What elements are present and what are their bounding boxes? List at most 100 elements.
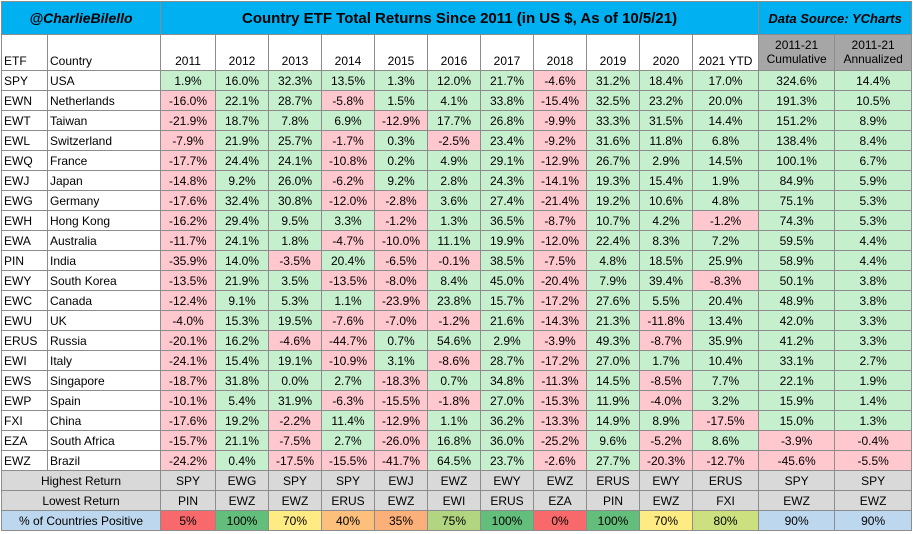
return-cell: 13.4% (691, 310, 760, 331)
ticker-cell: EWZ (268, 490, 322, 511)
return-cell: -1.2% (427, 310, 481, 331)
return-cell: 23.7% (480, 450, 534, 471)
return-cell: -2.8% (374, 190, 428, 211)
return-cell: 19.3% (586, 170, 640, 191)
return-cell: 4.1% (427, 90, 481, 111)
return-cell: -20.4% (533, 270, 587, 291)
return-cell: 11.1% (427, 230, 481, 251)
return-cell: 11.4% (321, 410, 375, 431)
cumulative-cell: 58.9% (758, 250, 836, 271)
annualized-cell: 8.9% (834, 110, 913, 131)
table-row: EWY South Korea -13.5% 21.9% 3.5% -13.5% -8.0%… (1, 270, 913, 291)
return-cell: 4.8% (691, 190, 760, 211)
annualized-cell: 8.4% (834, 130, 913, 151)
return-cell: 35.9% (691, 330, 760, 351)
cumulative-cell: 324.6% (758, 70, 836, 91)
return-cell: 36.2% (480, 410, 534, 431)
return-cell: -1.2% (374, 210, 428, 231)
return-cell: -8.5% (639, 370, 693, 391)
etf-ticker: EWC (1, 290, 48, 311)
country-name: Japan (47, 170, 161, 191)
table-row: EWI Italy -24.1% 15.4% 19.1% -10.9% 3.1% -8.6% 2… (1, 350, 913, 371)
return-cell: 1.3% (374, 70, 428, 91)
return-cell: 22.4% (586, 230, 640, 251)
ticker-cell: EWZ (374, 490, 428, 511)
table-row: ERUS Russia -20.1% 16.2% -4.6% -44.7% 0.7% 54.6… (1, 330, 913, 351)
cumulative-cell: 15.0% (758, 410, 836, 431)
return-cell: -13.5% (160, 270, 216, 291)
country-name: Taiwan (47, 110, 161, 131)
return-cell: 27.4% (480, 190, 534, 211)
return-cell: 17.0% (691, 70, 760, 91)
return-cell: 9.2% (215, 170, 269, 191)
return-cell: 2.9% (480, 330, 534, 351)
column-header-year: 2016 (427, 34, 481, 71)
return-cell: 27.0% (586, 350, 640, 371)
return-cell: -4.6% (268, 330, 322, 351)
return-cell: 13.5% (321, 70, 375, 91)
return-cell: 31.9% (268, 390, 322, 411)
return-cell: 4.8% (586, 250, 640, 271)
ticker-cell: PIN (160, 490, 216, 511)
percent-cell: 5% (160, 510, 216, 531)
return-cell: 14.9% (586, 410, 640, 431)
etf-ticker: EWN (1, 90, 48, 111)
annualized-cell: 3.3% (834, 330, 913, 351)
return-cell: 1.9% (691, 170, 760, 191)
return-cell: -15.3% (533, 390, 587, 411)
return-cell: 21.6% (480, 310, 534, 331)
annualized-cell: -5.5% (834, 450, 913, 471)
return-cell: 0.0% (268, 370, 322, 391)
return-cell: 64.5% (427, 450, 481, 471)
return-cell: 27.0% (480, 390, 534, 411)
annualized-cell: 6.7% (834, 150, 913, 171)
return-cell: -12.9% (374, 410, 428, 431)
return-cell: 18.4% (639, 70, 693, 91)
return-cell: 32.5% (586, 90, 640, 111)
table-row: EWA Australia -11.7% 24.1% 1.8% -4.7% -10.0% 11… (1, 230, 913, 251)
table-row: EWG Germany -17.6% 32.4% 30.8% -12.0% -2.8% 3.6… (1, 190, 913, 211)
return-cell: -12.0% (321, 190, 375, 211)
return-cell: -7.5% (268, 430, 322, 451)
annualized-cell: 4.4% (834, 250, 913, 271)
return-cell: 2.7% (321, 430, 375, 451)
return-cell: 32.3% (268, 70, 322, 91)
ticker-cell: SPY (160, 470, 216, 491)
return-cell: 4.9% (427, 150, 481, 171)
column-header-year: 2012 (215, 34, 269, 71)
return-cell: 33.3% (586, 110, 640, 131)
cumulative-ticker-cell: EWZ (758, 490, 836, 511)
table-row: EWL Switzerland -7.9% 21.9% 25.7% -1.7% 0.3% -2… (1, 130, 913, 151)
return-cell: 7.8% (268, 110, 322, 131)
return-cell: 14.4% (691, 110, 760, 131)
return-cell: 1.9% (160, 70, 216, 91)
etf-ticker: FXI (1, 410, 48, 431)
ticker-cell: SPY (321, 470, 375, 491)
return-cell: -6.5% (374, 250, 428, 271)
return-cell: 0.3% (374, 130, 428, 151)
country-name: Australia (47, 230, 161, 251)
return-cell: 21.9% (215, 270, 269, 291)
ticker-cell: EWG (215, 470, 269, 491)
annualized-ticker-cell: SPY (834, 470, 913, 491)
etf-ticker: EWP (1, 390, 48, 411)
cumulative-cell: 42.0% (758, 310, 836, 331)
return-cell: -14.1% (533, 170, 587, 191)
column-header-row: ETF Country 2011 2012 2013 2014 2015 2016 2017… (1, 34, 913, 71)
return-cell: -10.8% (321, 150, 375, 171)
country-name: Canada (47, 290, 161, 311)
ticker-cell: ERUS (691, 470, 760, 491)
table-row: FXI China -17.6% 19.2% -2.2% 11.4% -12.9% 1.1% 3… (1, 410, 913, 431)
row-label: Highest Return (1, 470, 161, 491)
return-cell: -20.1% (160, 330, 216, 351)
return-cell: -12.0% (533, 230, 587, 251)
cumulative-cell: 48.9% (758, 290, 836, 311)
return-cell: -17.6% (160, 190, 216, 211)
return-cell: -16.0% (160, 90, 216, 111)
table-row: EWH Hong Kong -16.2% 29.4% 9.5% 3.3% -1.2% 1.3%… (1, 210, 913, 231)
return-cell: -17.2% (533, 350, 587, 371)
return-cell: -13.5% (321, 270, 375, 291)
etf-ticker: EWG (1, 190, 48, 211)
return-cell: 21.3% (586, 310, 640, 331)
return-cell: 23.4% (480, 130, 534, 151)
